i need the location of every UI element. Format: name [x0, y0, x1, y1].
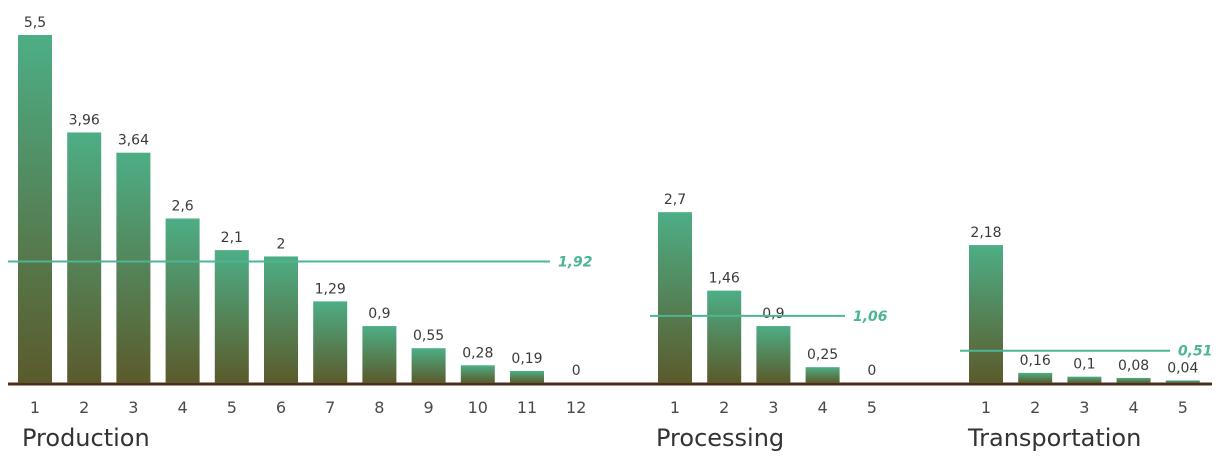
production-bar-9 [411, 348, 446, 383]
production-tick-2: 2 [79, 398, 89, 417]
transportation-group-label: Transportation [967, 424, 1141, 452]
transportation-bar-3 [1067, 376, 1102, 383]
production-tick-8: 8 [374, 398, 384, 417]
transportation-bar-2 [1018, 372, 1053, 383]
production-bar-4 [165, 218, 200, 383]
processing-tick-5: 5 [867, 398, 877, 417]
production-tick-1: 1 [30, 398, 40, 417]
transportation-bar-5 [1165, 380, 1200, 383]
processing-tick-3: 3 [768, 398, 778, 417]
production-value-label-3: 3,64 [118, 133, 149, 149]
production-average-label: 1,92 [558, 255, 593, 271]
processing-value-label-2: 1,46 [709, 271, 740, 287]
production-value-label-11: 0,19 [511, 351, 542, 367]
production-value-label-10: 0,28 [462, 345, 493, 361]
production-tick-11: 11 [517, 398, 537, 417]
production-bar-2 [67, 132, 102, 383]
processing-value-label-3: 0,9 [762, 306, 784, 322]
processing-bar-1 [658, 212, 692, 383]
transportation-tick-3: 3 [1079, 398, 1089, 417]
transportation-value-label-3: 0,1 [1073, 357, 1095, 373]
transportation-tick-4: 4 [1129, 398, 1139, 417]
production-tick-10: 10 [468, 398, 488, 417]
production-tick-7: 7 [325, 398, 335, 417]
production-value-label-6: 2 [277, 236, 286, 252]
production-value-label-7: 1,29 [315, 281, 346, 297]
production-value-label-9: 0,55 [413, 328, 444, 344]
production-tick-6: 6 [276, 398, 286, 417]
production-tick-12: 12 [566, 398, 586, 417]
transportation-bar-1 [969, 245, 1003, 383]
processing-value-label-4: 0,25 [807, 347, 838, 363]
processing-bar-3 [756, 326, 791, 383]
processing-bar-2 [707, 290, 742, 383]
transportation-average-label: 0,51 [1178, 344, 1213, 360]
production-bar-7 [313, 301, 348, 383]
processing-value-label-5: 0 [867, 363, 876, 379]
production-value-label-1: 5,5 [24, 15, 46, 31]
transportation-value-label-5: 0,04 [1167, 360, 1198, 376]
production-tick-4: 4 [178, 398, 188, 417]
processing-bar-4 [805, 367, 840, 383]
production-bar-11 [510, 370, 544, 383]
production-bar-3 [116, 152, 151, 383]
production-bar-5 [214, 250, 249, 383]
production-tick-3: 3 [128, 398, 138, 417]
transportation-value-label-2: 0,16 [1020, 353, 1051, 369]
production-value-label-2: 3,96 [69, 112, 100, 128]
production-group-label: Production [22, 424, 150, 452]
production-bar-6 [264, 256, 298, 383]
transportation-value-label-1: 2,18 [970, 225, 1001, 241]
transportation-value-label-4: 0,08 [1118, 358, 1149, 374]
production-tick-5: 5 [227, 398, 237, 417]
production-value-label-8: 0,9 [368, 306, 390, 322]
production-bar-1 [18, 35, 52, 383]
production-bar-8 [362, 326, 397, 383]
production-value-label-4: 2,6 [171, 198, 193, 214]
transportation-tick-1: 1 [981, 398, 991, 417]
processing-tick-4: 4 [818, 398, 828, 417]
plot-area: 5,5 1 3,96 2 3,64 3 2,6 4 2,1 5 2 6 1,29 7 0,9 8 0,55 9 0,… [8, 15, 1213, 452]
production-value-label-5: 2,1 [221, 230, 243, 246]
production-value-label-12: 0 [572, 363, 581, 379]
processing-value-label-1: 2,7 [664, 192, 686, 208]
transportation-tick-2: 2 [1030, 398, 1040, 417]
production-bar-10 [460, 365, 495, 383]
production-tick-9: 9 [424, 398, 434, 417]
processing-group-label: Processing [656, 424, 784, 452]
processing-tick-2: 2 [719, 398, 729, 417]
processing-average-label: 1,06 [853, 309, 888, 325]
processing-tick-1: 1 [670, 398, 680, 417]
transportation-bar-4 [1116, 377, 1151, 383]
transportation-tick-5: 5 [1178, 398, 1188, 417]
